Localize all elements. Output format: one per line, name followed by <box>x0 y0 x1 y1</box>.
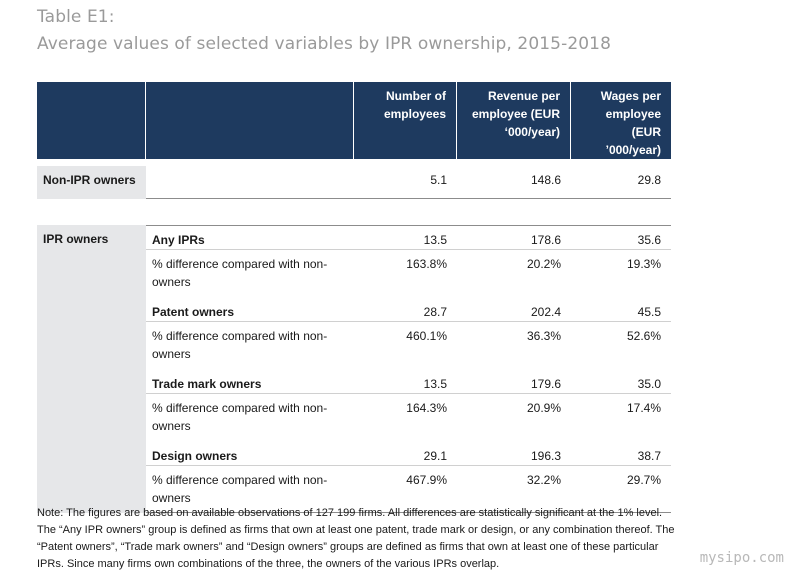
group-name: Trade mark owners <box>152 377 262 391</box>
cell-employees: 5.1 <box>354 166 457 199</box>
cell-diff-revenue: 36.3% <box>457 321 571 370</box>
cell-diff-employees: 460.1% <box>354 321 457 370</box>
cell-diff-wages: 29.7% <box>571 465 671 513</box>
cell-wages: 35.0 <box>637 377 661 391</box>
header-revenue: Revenue per employee (EUR ‘000/year) <box>457 82 571 159</box>
diff-label: % difference compared with non-owners <box>146 321 354 370</box>
cell-diff-revenue: 32.2% <box>457 465 571 513</box>
group-name: Patent owners <box>152 305 235 319</box>
group-name: Design owners <box>152 449 238 463</box>
cell-wages: 38.7 <box>637 449 661 463</box>
group-name: Any IPRs <box>146 225 354 249</box>
header-wages: Wages per employee (EUR ’000/year) <box>571 82 671 159</box>
header-cell-group <box>37 82 146 159</box>
table-row: % difference compared with non-owners 46… <box>37 321 671 370</box>
cell-revenue: 202.4 <box>530 305 561 319</box>
cell-revenue: 179.6 <box>530 377 561 391</box>
row-label-ipr-owners: IPR owners <box>37 225 146 513</box>
table-row: Design owners 29.1 196.3 38.7 <box>37 442 671 465</box>
table-row: % difference compared with non-owners 46… <box>37 465 671 513</box>
cell-diff-wages: 52.6% <box>571 321 671 370</box>
table-title: Average values of selected variables by … <box>37 34 611 54</box>
cell-revenue: 178.6 <box>457 225 571 249</box>
cell-diff-employees: 467.9% <box>354 465 457 513</box>
cell-revenue: 148.6 <box>457 166 571 199</box>
cell-diff-employees: 163.8% <box>354 249 457 298</box>
diff-label: % difference compared with non-owners <box>146 393 354 442</box>
row-label-non-ipr: Non-IPR owners <box>37 166 146 199</box>
table-row: Trade mark owners 13.5 179.6 35.0 <box>37 370 671 393</box>
diff-label: % difference compared with non-owners <box>146 249 354 298</box>
cell-employees: 13.5 <box>423 377 447 391</box>
cell-revenue: 196.3 <box>530 449 561 463</box>
cell-employees: 13.5 <box>354 225 457 249</box>
cell-diff-wages: 17.4% <box>571 393 671 442</box>
table-row: IPR owners Any IPRs 13.5 178.6 35.6 <box>37 225 671 513</box>
table-label: Table E1: <box>37 7 115 27</box>
cell-diff-revenue: 20.2% <box>457 249 571 298</box>
table-note: Note: The figures are based on available… <box>37 507 675 570</box>
cell-diff-employees: 164.3% <box>354 393 457 442</box>
cell-wages: 35.6 <box>571 225 671 249</box>
cell-employees: 29.1 <box>423 449 447 463</box>
cell-diff-revenue: 20.9% <box>457 393 571 442</box>
table-row-non-ipr: Non-IPR owners 5.1 148.6 29.8 <box>37 166 671 199</box>
cell-wages: 45.5 <box>637 305 661 319</box>
watermark: mysipo.com <box>699 550 784 566</box>
header-cell-subgroup <box>146 82 354 159</box>
table-row: % difference compared with non-owners 16… <box>37 249 671 298</box>
header-row: Number of employees Revenue per employee… <box>37 82 671 159</box>
table-row: % difference compared with non-owners 16… <box>37 393 671 442</box>
table-row: Patent owners 28.7 202.4 45.5 <box>37 298 671 321</box>
cell-employees: 28.7 <box>423 305 447 319</box>
diff-label: % difference compared with non-owners <box>146 465 354 513</box>
ipr-table: Number of employees Revenue per employee… <box>37 82 671 513</box>
cell-wages: 29.8 <box>571 166 671 199</box>
cell-diff-wages: 19.3% <box>571 249 671 298</box>
header-employees: Number of employees <box>354 82 457 159</box>
